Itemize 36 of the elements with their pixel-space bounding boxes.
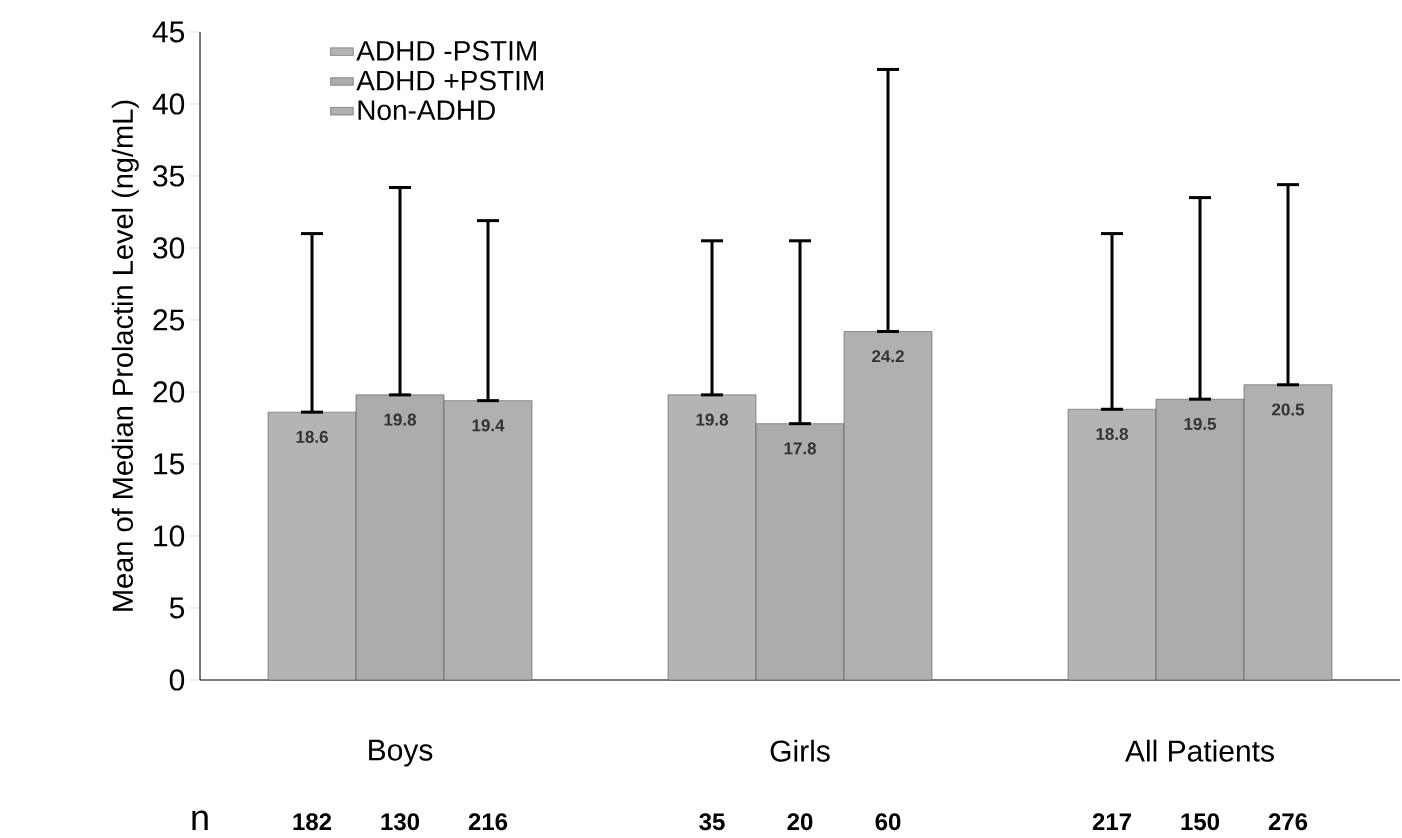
- text: 20: [787, 813, 813, 831]
- data-label: 19.5: [1184, 417, 1217, 430]
- y-tick-label: 30: [153, 237, 185, 259]
- text: 276: [1268, 813, 1308, 831]
- text: 216: [468, 813, 508, 831]
- x-tick-label: Girls: [770, 739, 830, 762]
- y-tick-label: 10: [154, 525, 185, 547]
- y-tick-label: 20: [153, 381, 185, 403]
- y-axis-title: Mean of Median Prolactin Level (ng/mL): [111, 100, 139, 611]
- data-label: 19.8: [384, 413, 417, 426]
- text: 150: [1181, 813, 1220, 831]
- data-label: 18.6: [296, 430, 328, 443]
- text: n: [192, 810, 208, 830]
- y-tick-label: 45: [152, 21, 185, 43]
- x-tick-label: Boys: [369, 739, 433, 767]
- x-tick-label: All Patients: [1125, 739, 1274, 762]
- data-label: 17.8: [784, 442, 817, 455]
- legend-label: ADHD -PSTIM: [356, 40, 536, 61]
- data-label: 24.2: [872, 350, 904, 363]
- legend-label: Non-ADHD: [358, 100, 495, 121]
- text: 130: [381, 813, 420, 831]
- y-tick-label: 25: [153, 309, 185, 331]
- text: 35: [699, 813, 725, 831]
- data-label: 19.8: [696, 413, 729, 426]
- y-tick-label: 35: [153, 165, 185, 187]
- data-label: 18.8: [1096, 427, 1129, 441]
- y-tick-label: 15: [154, 453, 185, 475]
- text: 217: [1092, 813, 1131, 830]
- y-tick-label: 0: [169, 669, 185, 691]
- legend-label: ADHD +PSTIM: [356, 70, 543, 91]
- text: 60: [875, 813, 901, 831]
- data-label: 20.5: [1272, 403, 1305, 416]
- text: 182: [293, 813, 332, 831]
- y-tick-label: 5: [169, 597, 185, 619]
- data-label: 19.4: [472, 419, 505, 432]
- y-tick-label: 40: [152, 93, 185, 115]
